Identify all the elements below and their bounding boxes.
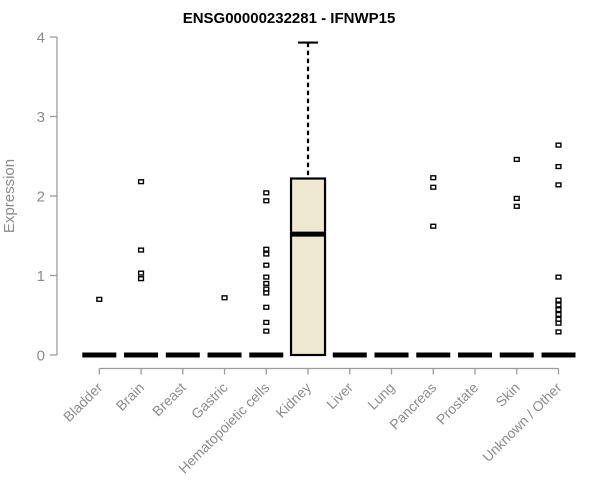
collapsed-box — [416, 352, 451, 358]
outlier-point — [555, 329, 562, 335]
outlier-point — [555, 311, 562, 318]
boxplot-skin — [499, 156, 534, 358]
outlier-point — [555, 307, 562, 313]
outlier-point — [263, 304, 270, 310]
outlier-point — [555, 163, 562, 170]
outlier-point — [263, 328, 270, 334]
boxplot-gastric — [207, 295, 242, 358]
outlier-point — [555, 142, 562, 148]
outlier-point — [137, 270, 145, 276]
box — [289, 177, 327, 357]
x-tick-label: Liver — [323, 379, 356, 412]
outlier-point — [555, 274, 562, 280]
boxplot-bladder — [82, 296, 117, 358]
boxplot-pancreas — [416, 175, 451, 358]
outlier-point — [555, 182, 562, 188]
outlier-point — [430, 223, 437, 229]
boxplot-prostate — [458, 352, 493, 358]
x-tick-label: Lung — [364, 379, 397, 412]
x-tick-label: Bladder — [60, 379, 106, 425]
outlier-point — [263, 319, 270, 326]
x-tick-label: Skin — [492, 379, 523, 410]
collapsed-box — [332, 352, 367, 358]
outlier-point — [555, 302, 562, 308]
outlier-point — [137, 179, 145, 185]
outlier-point — [513, 195, 520, 201]
plot-area: 0 1 2 3 4 Bladder Brain Breast GastricHematopoie… — [37, 30, 576, 476]
x-tick-label: Unknown / Other — [479, 379, 565, 465]
boxplot-lung — [374, 352, 409, 358]
y-axis: 0 1 2 3 4 — [37, 30, 58, 365]
y-tick-label: 4 — [37, 30, 45, 47]
y-axis-label: Expression — [1, 159, 18, 233]
outlier-point — [263, 262, 270, 268]
collapsed-box — [458, 352, 493, 358]
outlier-point — [555, 316, 562, 322]
collapsed-box — [541, 352, 576, 358]
collapsed-box — [165, 352, 200, 358]
boxplot-unknown-other — [541, 142, 576, 358]
boxplot-breast — [165, 352, 200, 358]
outlier-point — [263, 286, 270, 292]
collapsed-box — [249, 352, 284, 358]
outlier-point — [221, 295, 228, 301]
outlier-point — [263, 190, 270, 196]
y-tick-label: 2 — [37, 189, 45, 206]
outlier-point — [263, 274, 270, 280]
x-tick-label: Prostate — [433, 379, 481, 427]
collapsed-box — [82, 352, 117, 358]
x-tick-label: Breast — [149, 379, 189, 419]
outlier-point — [263, 280, 270, 287]
outlier-point — [263, 198, 270, 204]
outlier-point — [263, 290, 270, 296]
boxplot-liver — [332, 352, 367, 358]
outlier-point — [137, 247, 145, 253]
outlier-point — [96, 296, 103, 302]
y-tick-label: 1 — [37, 268, 45, 285]
boxplot-hematopoietic-cells — [249, 190, 284, 358]
y-tick-label: 0 — [37, 348, 45, 365]
collapsed-box — [374, 352, 409, 358]
outlier-point — [555, 320, 562, 326]
boxplot-kidney — [289, 41, 327, 357]
chart-title: ENSG00000232281 - IFNWP15 — [183, 10, 396, 27]
outlier-point — [513, 156, 520, 163]
outlier-point — [263, 251, 270, 257]
boxplot-brain — [124, 179, 159, 358]
collapsed-box — [124, 352, 159, 358]
y-tick-label: 3 — [37, 109, 45, 126]
x-tick-label: Kidney — [273, 379, 315, 421]
outlier-point — [430, 184, 437, 190]
outlier-point — [513, 203, 520, 209]
outlier-point — [555, 297, 562, 303]
outlier-point — [430, 175, 437, 181]
outlier-point — [137, 276, 145, 282]
collapsed-box — [207, 352, 242, 358]
collapsed-box — [499, 352, 534, 358]
outlier-point — [263, 246, 270, 252]
x-tick-label: Brain — [113, 379, 147, 413]
